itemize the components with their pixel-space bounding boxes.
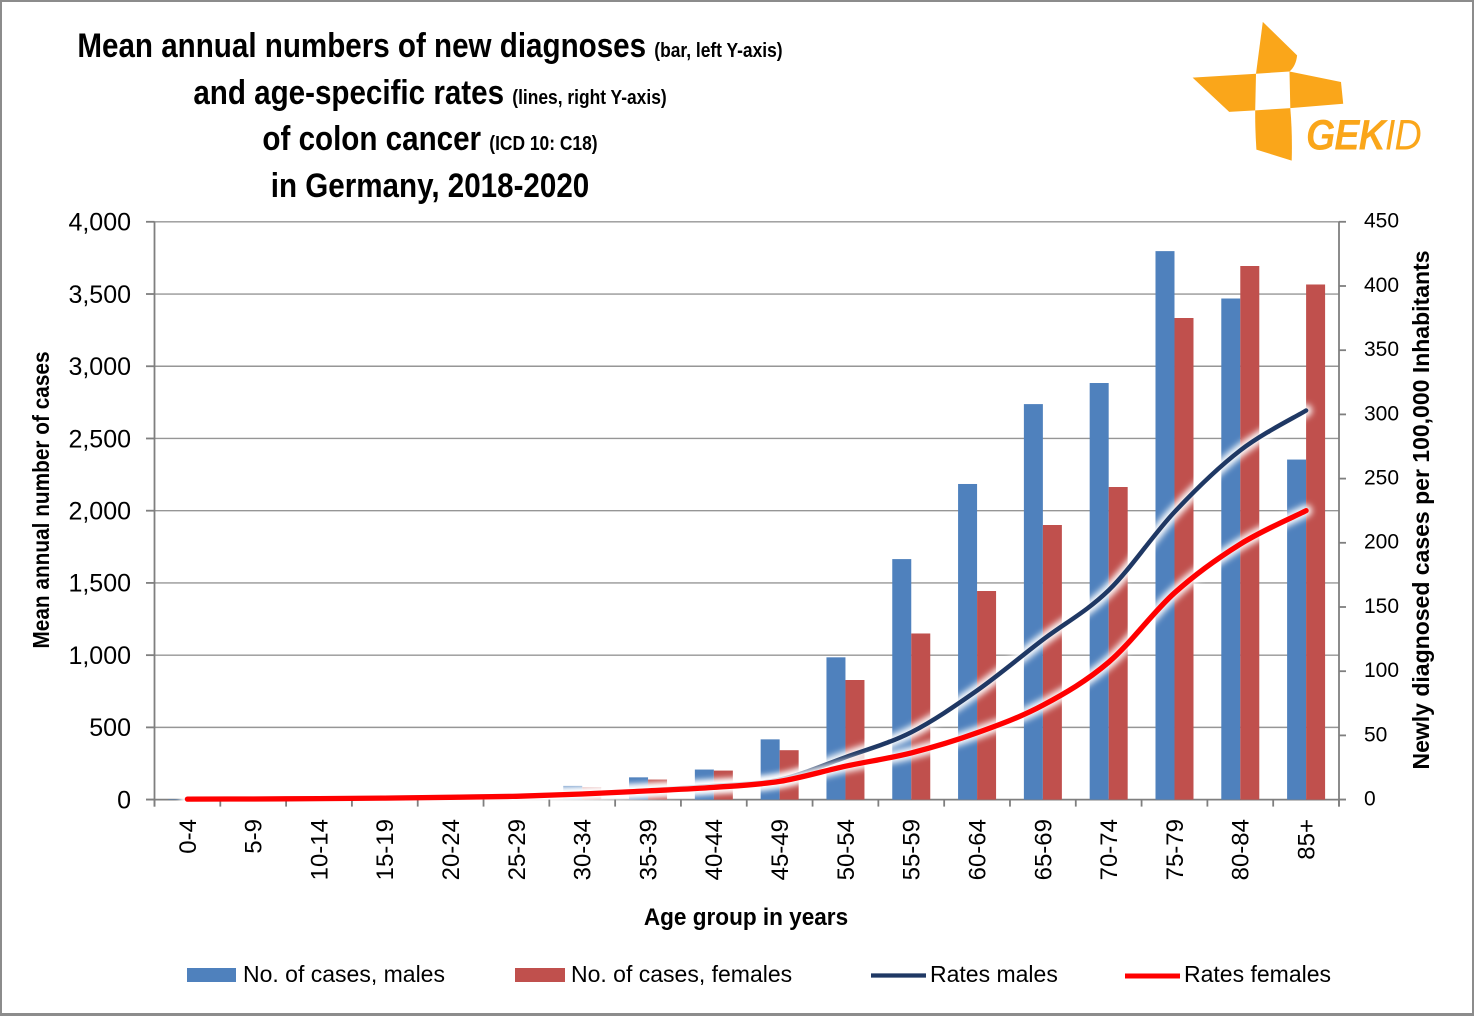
svg-text:150: 150 — [1364, 595, 1399, 618]
svg-text:20-24: 20-24 — [438, 819, 465, 880]
svg-text:10-14: 10-14 — [306, 819, 333, 880]
svg-text:No. of cases, females: No. of cases, females — [571, 961, 792, 987]
svg-text:Rates females: Rates females — [1184, 961, 1331, 987]
svg-text:0: 0 — [117, 786, 131, 814]
svg-text:100: 100 — [1364, 659, 1399, 682]
svg-text:2,500: 2,500 — [68, 425, 131, 453]
svg-text:85+: 85+ — [1294, 819, 1321, 860]
svg-text:450: 450 — [1364, 210, 1399, 233]
svg-text:Rates males: Rates males — [930, 961, 1058, 987]
svg-text:No. of cases, males: No. of cases, males — [243, 961, 445, 987]
svg-text:Age group in years: Age group in years — [644, 903, 848, 930]
svg-text:15-19: 15-19 — [372, 819, 399, 880]
svg-text:4,000: 4,000 — [68, 209, 131, 237]
svg-text:1,500: 1,500 — [68, 570, 131, 598]
svg-text:300: 300 — [1364, 402, 1399, 425]
svg-text:50: 50 — [1364, 723, 1387, 746]
svg-text:0: 0 — [1364, 787, 1376, 810]
svg-text:40-44: 40-44 — [701, 819, 728, 880]
svg-text:3,000: 3,000 — [68, 353, 131, 381]
svg-text:45-49: 45-49 — [767, 819, 794, 880]
svg-text:80-84: 80-84 — [1228, 819, 1255, 880]
svg-text:250: 250 — [1364, 466, 1399, 489]
svg-text:350: 350 — [1364, 338, 1399, 361]
svg-text:GEKID: GEKID — [1306, 110, 1421, 159]
svg-text:1,000: 1,000 — [68, 642, 131, 670]
svg-text:75-79: 75-79 — [1162, 819, 1189, 880]
svg-text:0-4: 0-4 — [175, 819, 202, 854]
svg-text:60-64: 60-64 — [965, 819, 992, 880]
svg-text:500: 500 — [89, 714, 131, 742]
svg-text:200: 200 — [1364, 531, 1399, 554]
svg-text:Newly diagnosed cases per 100,: Newly diagnosed cases per 100,000 Inhabi… — [1408, 251, 1434, 770]
svg-text:55-59: 55-59 — [899, 819, 926, 880]
svg-text:25-29: 25-29 — [504, 819, 531, 880]
svg-text:5-9: 5-9 — [241, 819, 268, 854]
svg-text:35-39: 35-39 — [635, 819, 662, 880]
svg-text:65-69: 65-69 — [1030, 819, 1057, 880]
svg-text:Mean annual number of cases: Mean annual number of cases — [28, 351, 54, 648]
svg-text:2,000: 2,000 — [68, 497, 131, 525]
svg-text:30-34: 30-34 — [570, 819, 597, 880]
svg-text:50-54: 50-54 — [833, 819, 860, 880]
svg-text:400: 400 — [1364, 274, 1399, 297]
svg-text:3,500: 3,500 — [68, 281, 131, 309]
svg-text:70-74: 70-74 — [1096, 819, 1123, 880]
